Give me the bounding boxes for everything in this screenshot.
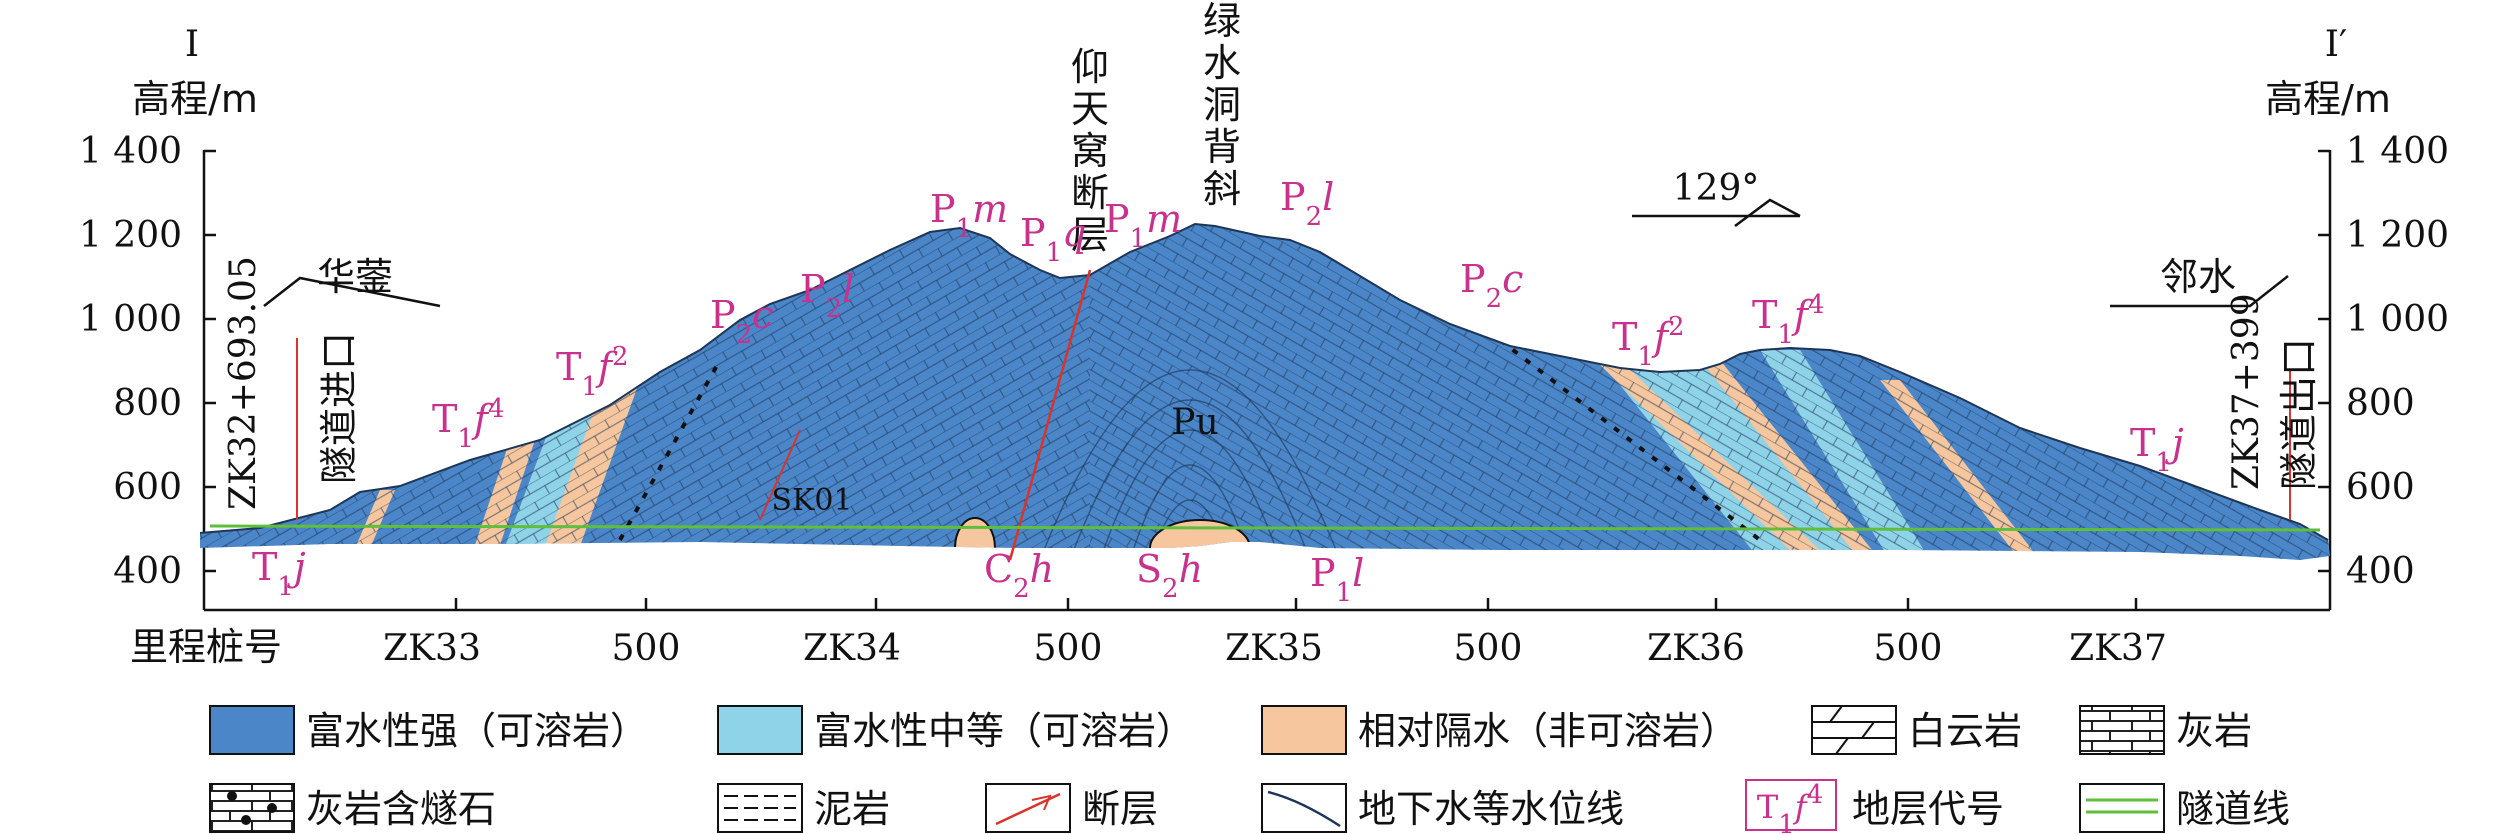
svg-text:地层代号: 地层代号 bbox=[1852, 787, 2004, 831]
svg-text:富水性强（可溶岩）: 富水性强（可溶岩） bbox=[306, 709, 648, 753]
direction-marker-right: 邻水 bbox=[2110, 255, 2289, 308]
svg-text:断层: 断层 bbox=[1082, 787, 1158, 831]
legend-item-aquitard: 相对隔水（非可溶岩） bbox=[1261, 705, 1738, 755]
legend: 富水性强（可溶岩） 富水性中等（可溶岩） 相对隔水（非可溶岩） 白云岩 灰岩 bbox=[209, 705, 2290, 834]
strike-angle: 129° bbox=[1673, 168, 1760, 209]
stratum-label: T1j bbox=[252, 545, 306, 602]
svg-text:地下水等水位线: 地下水等水位线 bbox=[1358, 787, 1624, 831]
elev-tick-label: 1 400 bbox=[79, 131, 182, 172]
mileage-tick-label: ZK37 bbox=[2069, 628, 2167, 669]
borehole-label: SK01 bbox=[771, 483, 852, 518]
elevation-axis-title-left: 高程/m bbox=[132, 77, 258, 121]
elev-tick-label: 800 bbox=[2346, 383, 2415, 424]
stratum-label: T1j bbox=[2130, 421, 2184, 478]
stratum-label: C2h bbox=[984, 547, 1054, 604]
elev-tick-label: 600 bbox=[2346, 467, 2415, 508]
geological-body bbox=[200, 224, 2330, 560]
stratum-label: P1m bbox=[1104, 197, 1182, 254]
tunnel-exit-chainage: ZK37+399 bbox=[2226, 293, 2267, 490]
stratum-label: P1q bbox=[1020, 211, 1086, 268]
elev-tick-label: 400 bbox=[2346, 551, 2415, 592]
svg-text:绿水洞背斜: 绿水洞背斜 bbox=[1203, 0, 1241, 211]
mileage-tick-label: 500 bbox=[1874, 628, 1943, 669]
elev-tick-label: 1 200 bbox=[79, 215, 182, 256]
elev-tick-label: 1 400 bbox=[2346, 131, 2449, 172]
core-stratum-label: Pu bbox=[1171, 402, 1218, 443]
svg-text:灰岩含燧石: 灰岩含燧石 bbox=[306, 787, 496, 831]
svg-text:仰天窝断层: 仰天窝断层 bbox=[1071, 45, 1109, 257]
stratum-label: P1l bbox=[1310, 551, 1364, 608]
elev-tick-label: 1 200 bbox=[2346, 215, 2449, 256]
elevation-axis-title-right: 高程/m bbox=[2265, 77, 2391, 121]
fault-line bbox=[1008, 269, 1092, 561]
mileage-tick-label: 500 bbox=[1034, 628, 1103, 669]
right-elevation-tick-labels: 1 400 1 200 1 000 800 600 400 bbox=[2346, 131, 2449, 592]
mileage-axis-title: 里程桩号 bbox=[130, 625, 282, 669]
legend-item-limestone: 灰岩 bbox=[2079, 705, 2252, 755]
tunnel-entrance-label: 隧道进口 bbox=[317, 332, 361, 484]
elev-tick-label: 800 bbox=[113, 383, 182, 424]
stratum-label: S2h bbox=[1136, 547, 1203, 604]
stratum-label: T1f4 bbox=[432, 394, 505, 454]
mileage-tick-label: ZK35 bbox=[1225, 628, 1323, 669]
stratum-label: T1f2 bbox=[556, 342, 629, 402]
fault-name-label: 仰天窝断层 bbox=[1071, 45, 1109, 257]
elev-tick-label: 600 bbox=[113, 467, 182, 508]
mileage-tick-label: 500 bbox=[1454, 628, 1523, 669]
section-start-label: I bbox=[185, 24, 199, 65]
stratum-label: P2c bbox=[710, 293, 773, 350]
mileage-tick-label: ZK36 bbox=[1647, 628, 1745, 669]
svg-text:隧道线: 隧道线 bbox=[2176, 787, 2290, 831]
place-name-right: 邻水 bbox=[2160, 255, 2236, 299]
legend-item-stratum-code: T1f4 地层代号 bbox=[1745, 779, 2004, 834]
legend-item-medium: 富水性中等（可溶岩） bbox=[717, 705, 1194, 755]
svg-text:泥岩: 泥岩 bbox=[814, 787, 890, 831]
legend-item-water-table: 地下水等水位线 bbox=[1261, 783, 1624, 833]
anticline-name-label: 绿水洞背斜 bbox=[1203, 0, 1241, 211]
svg-text:灰岩: 灰岩 bbox=[2176, 709, 2252, 753]
tunnel-exit-label: 隧道出口 bbox=[2277, 338, 2321, 490]
section-end-label: I′ bbox=[2325, 24, 2347, 65]
left-elevation-tick-labels: 1 400 1 200 1 000 800 600 400 bbox=[79, 131, 182, 592]
elev-tick-label: 1 000 bbox=[2346, 299, 2449, 340]
legend-item-mudstone: 泥岩 bbox=[717, 783, 890, 833]
elev-tick-label: 400 bbox=[113, 551, 182, 592]
stratum-label: P1m bbox=[930, 187, 1008, 244]
elev-tick-label: 1 000 bbox=[79, 299, 182, 340]
mileage-tick-labels: ZK33 500 ZK34 500 ZK35 500 ZK36 500 ZK37 bbox=[383, 628, 2167, 669]
right-elevation-axis bbox=[2318, 149, 2332, 610]
svg-text:相对隔水（非可溶岩）: 相对隔水（非可溶岩） bbox=[1358, 709, 1738, 753]
mileage-tick-label: ZK33 bbox=[383, 628, 481, 669]
mileage-tick-label: ZK34 bbox=[803, 628, 901, 669]
mileage-tick-label: 500 bbox=[612, 628, 681, 669]
strike-indicator: 129° bbox=[1632, 168, 1801, 228]
svg-text:富水性中等（可溶岩）: 富水性中等（可溶岩） bbox=[814, 709, 1194, 753]
terrain-surface-line bbox=[199, 222, 2329, 541]
svg-text:白云岩: 白云岩 bbox=[1908, 709, 2022, 753]
mileage-axis bbox=[204, 598, 2330, 612]
stratum-label: T1f2 bbox=[1612, 312, 1685, 372]
stratum-label: P2l bbox=[800, 267, 854, 324]
legend-item-strong: 富水性强（可溶岩） bbox=[209, 705, 648, 755]
direction-marker-left: 华蓥 bbox=[263, 255, 441, 308]
legend-item-fault: 断层 bbox=[985, 783, 1158, 833]
legend-item-dolomite: 白云岩 bbox=[1811, 705, 2022, 755]
stratum-label: P2c bbox=[1460, 257, 1523, 314]
legend-item-tunnel-line: 隧道线 bbox=[2079, 783, 2290, 833]
place-name-left: 华蓥 bbox=[317, 255, 393, 299]
legend-item-chert-limestone: 灰岩含燧石 bbox=[209, 783, 496, 833]
fault-line bbox=[759, 429, 801, 521]
stratum-label: P2l bbox=[1280, 175, 1334, 232]
tunnel-entrance-chainage: ZK32+693.05 bbox=[223, 256, 264, 510]
stratum-label: T1f4 bbox=[1752, 290, 1825, 350]
tunnel-line bbox=[209, 524, 2321, 532]
